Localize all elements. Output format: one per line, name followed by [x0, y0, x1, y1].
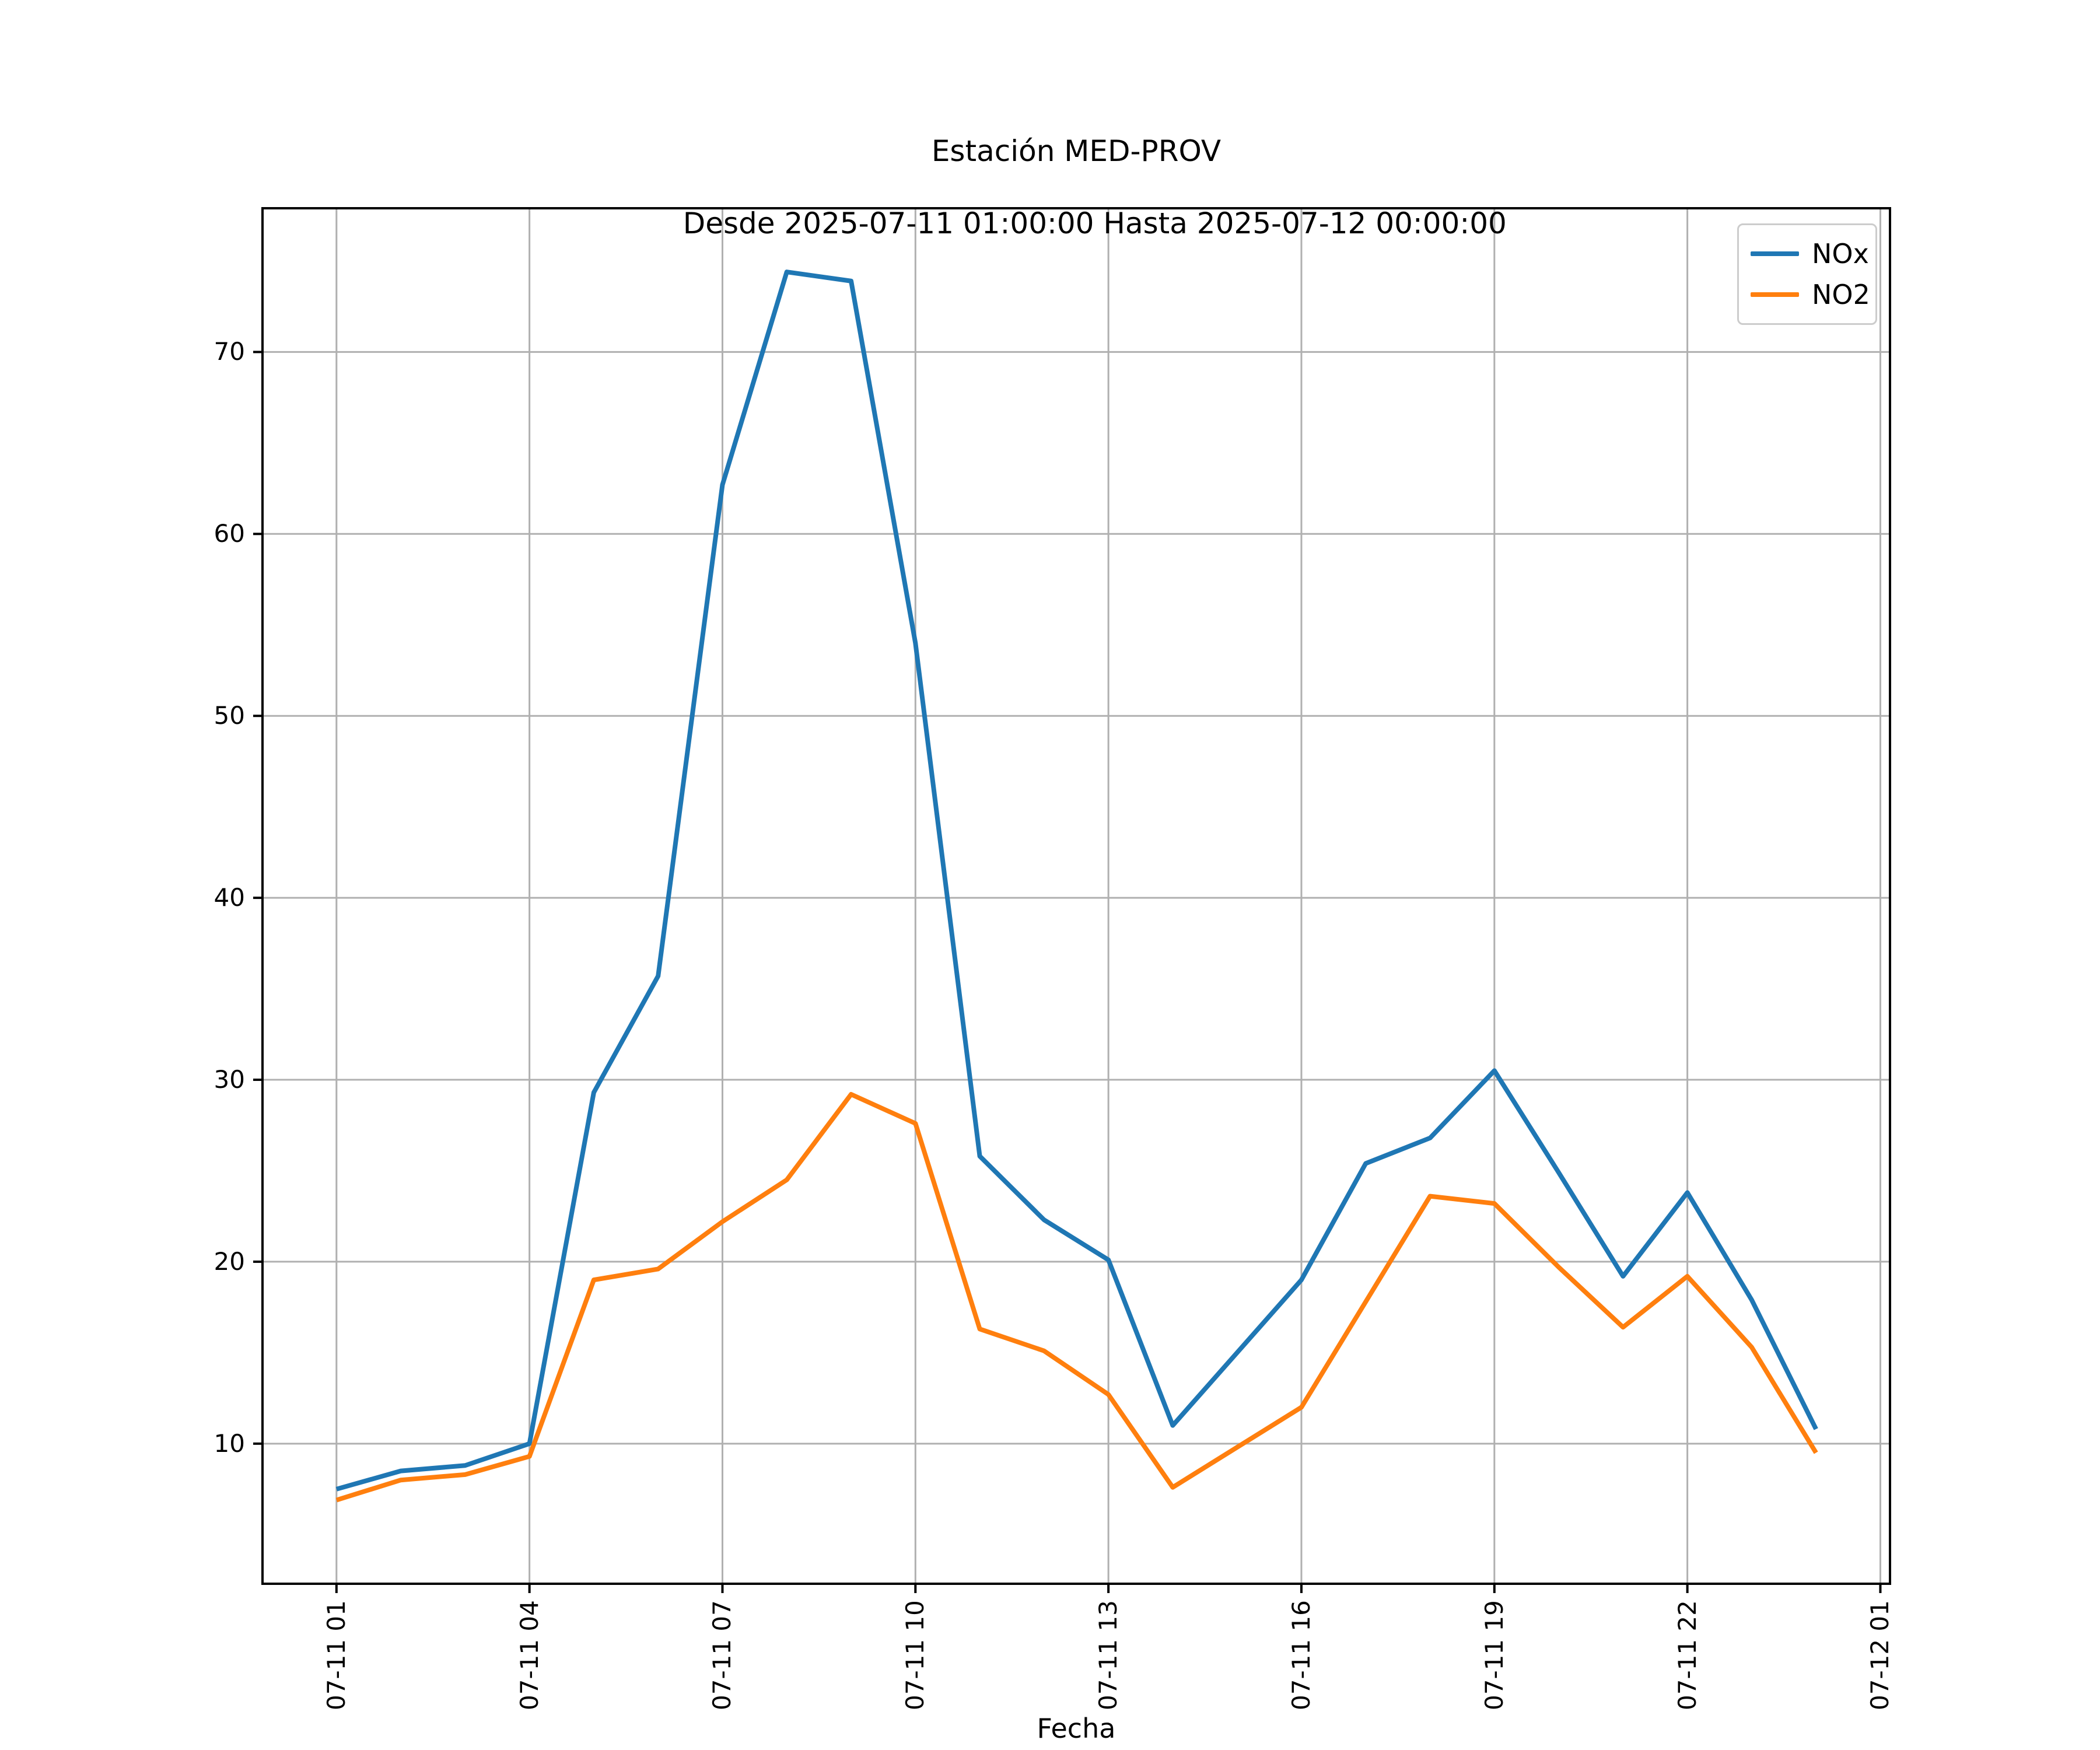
no2-line-swatch: [1751, 292, 1799, 297]
y-tick-label-60: 60: [214, 519, 245, 548]
x-tick-label-07-11-04: 07-11 04: [514, 1600, 544, 1710]
x-tick-label-07-11-10: 07-11 10: [901, 1600, 930, 1710]
y-tick-label-20: 20: [214, 1247, 245, 1276]
legend-entry-no2: NO2: [1739, 279, 1875, 310]
title-line: Estación MED-PROV: [931, 134, 1222, 168]
legend-entry-nox: NOx: [1739, 238, 1875, 270]
nox-line-swatch: [1751, 251, 1799, 256]
x-tick-label-07-11-07: 07-11 07: [708, 1600, 737, 1710]
x-tick-label-07-11-19: 07-11 19: [1479, 1600, 1508, 1710]
x-tick-label-07-11-13: 07-11 13: [1094, 1600, 1123, 1710]
chart-title: Estación MED-PROV Desde 2025-07-11 01:00…: [262, 133, 1890, 242]
legend: NOx NO2: [1737, 223, 1877, 325]
y-tick-label-40: 40: [214, 883, 245, 912]
x-axis-label: Fecha: [1037, 1713, 1116, 1744]
series-line-nox: [335, 270, 1818, 1492]
series-line-no2: [335, 1091, 1818, 1503]
legend-label-no2: NO2: [1812, 279, 1870, 310]
y-tick-label-10: 10: [214, 1429, 245, 1458]
y-tick-label-70: 70: [214, 337, 245, 366]
x-tick-label-07-11-22: 07-11 22: [1672, 1600, 1702, 1710]
y-tick-label-50: 50: [214, 701, 245, 730]
x-tick-label-07-11-16: 07-11 16: [1286, 1600, 1315, 1710]
x-tick-label-07-12-01: 07-12 01: [1866, 1600, 1895, 1710]
subtitle-line: Desde 2025-07-11 01:00:00 Hasta 2025-07-…: [682, 206, 1507, 240]
plot-border: [261, 207, 1891, 1585]
x-tick-label-07-11-01: 07-11 01: [321, 1600, 351, 1710]
legend-label-nox: NOx: [1812, 238, 1869, 270]
y-tick-label-30: 30: [214, 1065, 245, 1094]
